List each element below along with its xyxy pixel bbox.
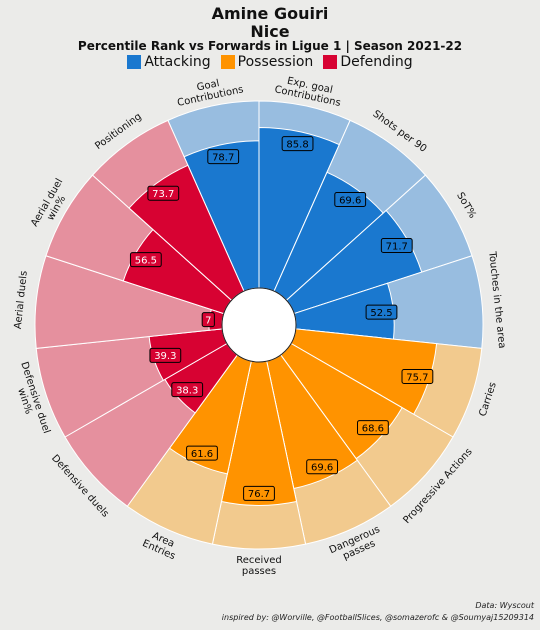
value-label-defensive-duels: 38.3 <box>176 385 198 396</box>
legend-item-defending: Defending <box>323 54 413 70</box>
legend-item-attacking: Attacking <box>127 54 211 70</box>
player-name: Amine Gouiri <box>211 4 329 23</box>
category-label-carries: Carries <box>478 381 499 418</box>
legend-swatch-attacking <box>127 55 142 69</box>
category-label-aerial-duels: Aerial duels <box>13 270 30 329</box>
value-label-box-defensive-duels <box>171 382 204 398</box>
value-label-area-entries: 61.6 <box>191 449 213 460</box>
value-label-shots-per-90: 69.6 <box>339 195 361 206</box>
category-label-touches-in-the-area: Touches in the area <box>486 250 507 349</box>
category-label-received-passes: Received passes <box>236 555 282 577</box>
value-label-box-positioning <box>147 185 180 201</box>
value-label-aerial-duel-win: 56.5 <box>135 255 157 266</box>
chart-subtitle: Percentile Rank vs Forwards in Ligue 1 |… <box>77 39 463 53</box>
value-label-defensive-duel-win: 39.3 <box>154 351 176 362</box>
category-label-sot: SoT% <box>454 191 478 221</box>
team-name: Nice <box>250 22 290 41</box>
legend-label-possession: Possession <box>237 54 314 70</box>
value-label-box-progressive-actions <box>357 420 389 436</box>
value-label-touches-in-the-area: 52.5 <box>370 308 392 319</box>
legend-item-possession: Possession <box>220 54 314 70</box>
value-label-goal-contributions: 78.7 <box>212 152 234 163</box>
value-label-box-aerial-duel-win <box>129 252 162 268</box>
credits-note: inspired by: @Worville, @FootballSlices,… <box>221 613 534 622</box>
value-label-carries: 75.7 <box>406 372 428 383</box>
value-label-box-exp-goal-contributions <box>281 136 314 152</box>
value-label-dangerous-passes: 69.6 <box>311 463 333 474</box>
value-label-box-defensive-duel-win <box>149 347 182 363</box>
legend: Attacking Possession Defending <box>0 54 540 70</box>
value-label-box-shots-per-90 <box>334 191 367 207</box>
value-label-sot: 71.7 <box>386 241 408 252</box>
value-label-box-goal-contributions <box>207 149 240 165</box>
value-label-box-received-passes <box>243 485 275 501</box>
legend-label-defending: Defending <box>340 54 413 70</box>
value-label-aerial-duels: 7 <box>205 315 211 326</box>
data-source-note: Data: Wyscout <box>475 601 534 610</box>
value-label-box-carries <box>401 368 434 384</box>
value-label-box-touches-in-the-area <box>365 304 398 320</box>
value-label-progressive-actions: 68.6 <box>362 423 384 434</box>
legend-swatch-defending <box>323 55 338 69</box>
legend-swatch-possession <box>220 55 235 69</box>
value-label-box-aerial-duels <box>201 312 215 328</box>
value-label-received-passes: 76.7 <box>248 489 270 500</box>
value-label-box-area-entries <box>186 445 218 461</box>
value-label-positioning: 73.7 <box>152 189 174 200</box>
legend-label-attacking: Attacking <box>144 54 211 70</box>
value-label-exp-goal-contributions: 85.8 <box>286 139 308 150</box>
center-circle <box>221 287 297 363</box>
value-label-box-dangerous-passes <box>306 459 339 475</box>
value-label-box-sot <box>380 237 413 253</box>
